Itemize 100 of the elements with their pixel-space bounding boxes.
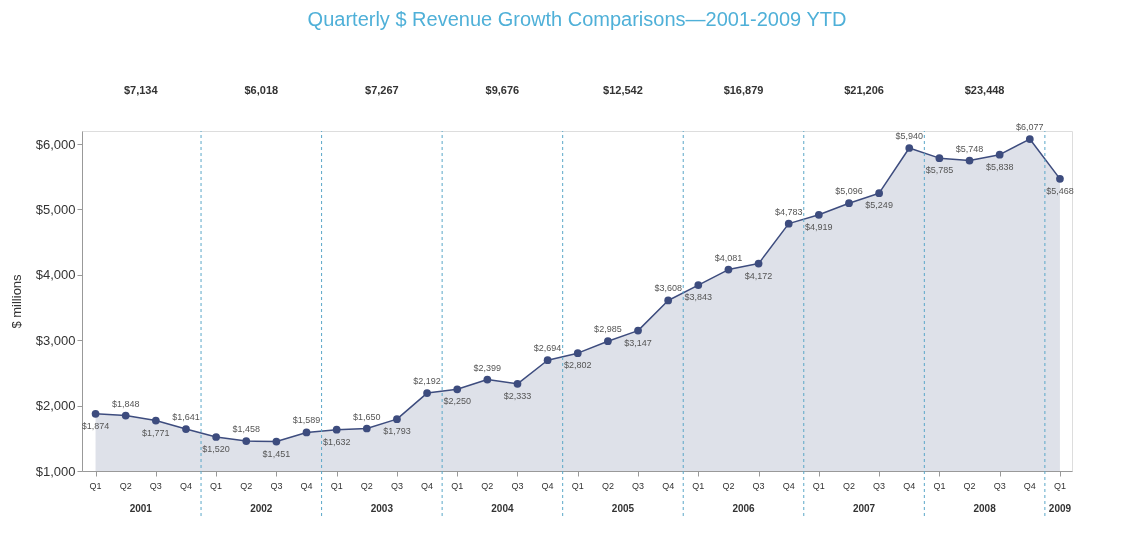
text: $2,802: [563, 360, 592, 371]
text: $5,748: [955, 143, 984, 154]
y-tick-label: $6,000: [35, 136, 76, 152]
x-tick-label: Q4: [421, 481, 434, 491]
text: 2002: [250, 503, 273, 514]
text: $1,520: [202, 444, 230, 454]
x-tick-label: Q2: [360, 481, 373, 491]
text: $6,018: [244, 84, 279, 96]
text: $12,542: [603, 84, 643, 96]
point: [91, 409, 100, 418]
point: [393, 415, 401, 424]
text: $3,147: [624, 337, 652, 348]
point: [242, 437, 251, 445]
text: $1,848: [111, 398, 140, 409]
point: [905, 144, 914, 152]
point: [634, 326, 642, 335]
text: $1,874: [81, 420, 110, 431]
text: 2007: [852, 503, 876, 514]
point: [965, 156, 974, 165]
y-tick-label: $5,000: [35, 201, 76, 217]
x-tick-label: Q3: [149, 481, 162, 491]
point: [935, 154, 944, 162]
x-tick-label: Q2: [963, 481, 976, 491]
point: [724, 265, 733, 274]
x-tick-label: Q1: [933, 481, 946, 491]
text: $4,172: [744, 270, 773, 281]
x-tick-label: Q3: [511, 481, 524, 491]
point: [151, 416, 160, 425]
text: $4,919: [805, 221, 833, 232]
x-tick-label: Q2: [481, 481, 494, 491]
point: [573, 349, 582, 358]
point: [332, 425, 341, 434]
text: $4,783: [774, 206, 803, 217]
point: [604, 337, 612, 346]
text: $1,589: [292, 415, 321, 426]
x-tick-label: Q1: [571, 481, 584, 491]
text: $5,468: [1046, 185, 1074, 196]
point: [845, 199, 853, 208]
text: $9,676: [485, 84, 520, 96]
point: [513, 379, 522, 388]
text: $5,785: [925, 165, 954, 176]
point: [694, 281, 703, 289]
x-tick-label: Q1: [330, 481, 343, 491]
text: $1,771: [142, 427, 170, 438]
y-axis-title: $ millions: [8, 273, 24, 329]
text: $7,267: [365, 84, 399, 96]
x-tick-label: Q4: [300, 481, 313, 491]
text: $1,458: [232, 424, 261, 435]
text: $3,608: [654, 283, 682, 294]
point: [423, 389, 431, 397]
x-tick-label: Q3: [752, 481, 765, 491]
point: [995, 150, 1004, 159]
point: [302, 428, 311, 437]
x-tick-label: Q4: [179, 481, 192, 491]
point: [543, 356, 552, 365]
point: [272, 437, 281, 446]
text: $5,838: [985, 161, 1014, 172]
text: $2,694: [533, 343, 562, 354]
text: $1,650: [353, 411, 381, 422]
x-tick-label: Q4: [903, 481, 916, 491]
text: $2,192: [413, 376, 441, 387]
text: $6,077: [1016, 122, 1044, 133]
point: [362, 424, 371, 433]
text: 2006: [732, 503, 756, 514]
x-tick-label: Q2: [601, 481, 614, 491]
x-tick-label: Q3: [390, 481, 403, 491]
text: $21,206: [844, 84, 884, 96]
text: $5,096: [835, 186, 863, 197]
x-tick-label: Q4: [1023, 481, 1036, 491]
text: $3,843: [684, 292, 713, 303]
x-tick-label: Q3: [632, 481, 645, 491]
text: 2001: [129, 503, 153, 514]
x-tick-label: Q1: [692, 481, 705, 491]
y-tick-label: $4,000: [35, 267, 76, 283]
text: $4,081: [714, 252, 743, 263]
x-tick-label: Q3: [873, 481, 886, 491]
x-tick-label: Q1: [451, 481, 464, 491]
point: [483, 375, 492, 384]
point: [121, 411, 130, 420]
chart-title: Quarterly $ Revenue Growth Comparisons—2001-2009 YTD: [307, 8, 847, 30]
x-tick-label: Q2: [240, 481, 253, 491]
text: $2,399: [473, 362, 502, 373]
x-tick-label: Q1: [89, 481, 102, 491]
text: $1,641: [172, 412, 200, 423]
point: [664, 296, 673, 305]
text: 2003: [370, 503, 394, 514]
text: $7,134: [123, 84, 159, 96]
point: [814, 210, 823, 219]
y-tick-label: $2,000: [35, 398, 76, 414]
text: $2,333: [503, 390, 532, 401]
x-tick-label: Q1: [210, 481, 223, 491]
text: $23,448: [964, 84, 1005, 96]
y-tick-label: $3,000: [35, 332, 76, 348]
point: [1056, 175, 1064, 183]
x-tick-label: Q4: [662, 481, 675, 491]
x-tick-label: Q3: [993, 481, 1006, 491]
point: [182, 425, 190, 433]
text: $2,985: [594, 324, 622, 335]
point: [212, 433, 220, 441]
x-tick-label: Q2: [722, 481, 735, 491]
